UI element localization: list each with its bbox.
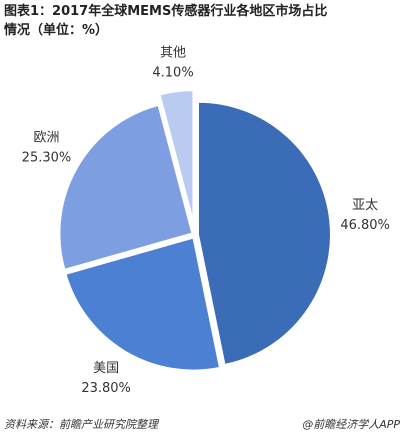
value-label: 46.80% bbox=[340, 218, 390, 233]
slice-label: 其他 bbox=[160, 45, 186, 60]
credit: @前瞻经济学人APP bbox=[302, 418, 400, 431]
slice-label: 亚太 bbox=[352, 198, 378, 213]
slice-label: 美国 bbox=[93, 361, 119, 376]
pie-slice bbox=[58, 103, 194, 272]
source-note: 资料来源：前瞻产业研究院整理 bbox=[4, 418, 160, 431]
pie-slice bbox=[196, 100, 332, 367]
value-label: 23.80% bbox=[81, 381, 131, 396]
value-label: 4.10% bbox=[152, 65, 193, 80]
value-label: 25.30% bbox=[22, 150, 72, 165]
pie-slice bbox=[158, 89, 195, 224]
slice-label: 欧洲 bbox=[33, 130, 59, 145]
pie-slice bbox=[64, 236, 222, 372]
chart-title: 图表1：2017年全球MEMS传感器行业各地区市场占比情况（单位：%） bbox=[4, 4, 328, 38]
